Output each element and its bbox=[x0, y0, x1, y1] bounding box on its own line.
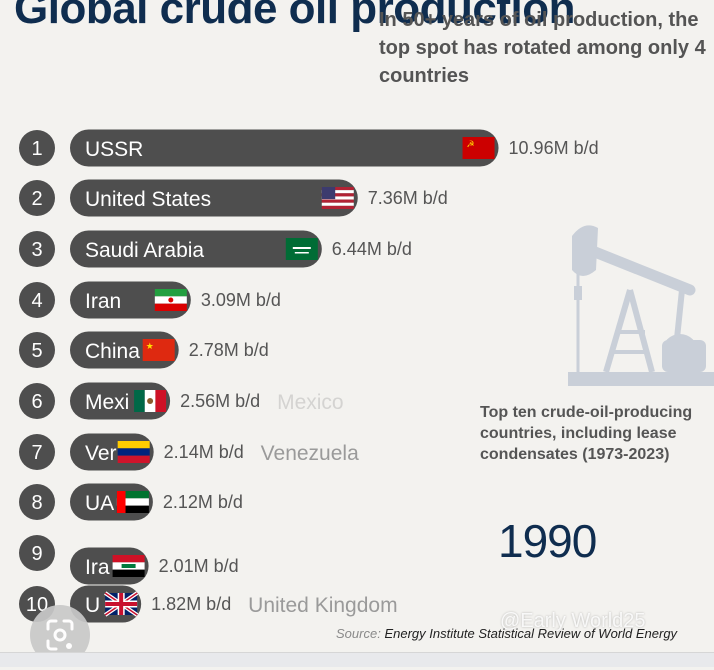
rank-number: 9 bbox=[31, 543, 42, 565]
value-label: 2.14M b/d bbox=[164, 442, 244, 462]
bar-label: United States bbox=[85, 188, 211, 211]
rank-number: 6 bbox=[31, 391, 42, 413]
rank-number: 4 bbox=[31, 290, 42, 312]
bar bbox=[70, 129, 499, 167]
rank-number: 1 bbox=[31, 138, 42, 160]
rank-badge bbox=[19, 484, 55, 520]
outside-label: Venezuela bbox=[261, 442, 359, 465]
value-label: 2.78M b/d bbox=[189, 340, 269, 360]
iraq-flag-icon bbox=[112, 555, 145, 577]
rank-badge bbox=[19, 535, 55, 571]
source-name: Energy Institute Statistical Review of W… bbox=[384, 626, 678, 641]
rank-badge bbox=[19, 434, 55, 470]
rank-number: 5 bbox=[31, 340, 42, 362]
bar-label: U bbox=[85, 594, 100, 617]
rank-number: 8 bbox=[31, 492, 42, 514]
saudi-arabia-flag-icon bbox=[285, 238, 318, 260]
watermark: @Early World25 bbox=[500, 610, 646, 632]
uk-flag-icon bbox=[104, 591, 139, 617]
camera-lens-icon bbox=[46, 619, 74, 651]
value-label: 1.82M b/d bbox=[151, 594, 231, 614]
value-label: 3.09M b/d bbox=[201, 290, 281, 310]
source-prefix: Source: bbox=[336, 626, 381, 641]
mexico-flag-icon bbox=[134, 390, 167, 412]
outside-label: United Kingdom bbox=[248, 594, 397, 617]
rank-badge bbox=[19, 180, 55, 216]
page-subtitle: In 50+ years of oil production, the top … bbox=[379, 9, 706, 87]
bar-row: 9 Ira 2.01M b/d bbox=[19, 535, 239, 585]
value-label: 2.12M b/d bbox=[163, 492, 243, 512]
rank-badge bbox=[19, 231, 55, 267]
bar-label: Saudi Arabia bbox=[85, 239, 204, 262]
bar-label: Iran bbox=[85, 290, 121, 313]
svg-text:★: ★ bbox=[146, 341, 154, 351]
source-note: Source: Energy Institute Statistical Rev… bbox=[336, 626, 677, 641]
usa-flag-icon bbox=[321, 187, 354, 209]
bar-row: 6 Mexi 2.56M b/d Mexico bbox=[19, 382, 344, 420]
rank-badge bbox=[19, 282, 55, 318]
bar bbox=[70, 230, 322, 268]
outside-label: Mexico bbox=[277, 391, 344, 414]
bar-label: UA bbox=[85, 492, 114, 515]
value-label: 2.01M b/d bbox=[159, 556, 239, 576]
bar-label: Ira bbox=[85, 556, 110, 579]
venezuela-flag-icon bbox=[117, 441, 150, 463]
iran-flag-icon bbox=[154, 289, 187, 311]
value-label: 7.36M b/d bbox=[368, 188, 448, 208]
bar-label: Ver bbox=[85, 442, 117, 465]
oil-pumpjack-icon bbox=[568, 225, 714, 386]
rank-badge bbox=[19, 332, 55, 368]
bar-row: 3 Saudi Arabia 6.44M b/d bbox=[19, 230, 412, 268]
bar-label: USSR bbox=[85, 138, 143, 161]
bar-row: 5 China ★ 2.78M b/d bbox=[19, 331, 269, 369]
bar-row: 8 UA 2.12M b/d bbox=[19, 483, 243, 521]
bar-row: 4 Iran 3.09M b/d bbox=[19, 281, 281, 319]
page-title: Global crude oil production bbox=[14, 0, 575, 33]
bar-row: 1 USSR ☭ 10.96M b/d bbox=[19, 129, 599, 167]
bottom-toolbar bbox=[0, 652, 714, 667]
uae-flag-icon bbox=[116, 491, 149, 513]
ussr-flag-icon: ☭ bbox=[462, 137, 495, 159]
bar bbox=[70, 179, 358, 217]
bar-label: China bbox=[85, 340, 140, 363]
year-label: 1990 bbox=[498, 515, 597, 567]
china-flag-icon: ★ bbox=[142, 339, 175, 361]
value-label: 10.96M b/d bbox=[509, 138, 599, 158]
rank-number: 2 bbox=[31, 188, 42, 210]
chart-caption: Top ten crude-oil-producing countries, i… bbox=[480, 404, 693, 463]
bar-row: 7 Ver 2.14M b/d Venezuela bbox=[19, 433, 359, 471]
value-label: 6.44M b/d bbox=[332, 239, 412, 259]
bar-row: 2 United States 7.36M b/d bbox=[19, 179, 448, 217]
svg-text:☭: ☭ bbox=[467, 139, 475, 149]
rank-badge bbox=[19, 130, 55, 166]
rank-badge bbox=[19, 383, 55, 419]
rank-number: 7 bbox=[31, 442, 42, 464]
value-label: 2.56M b/d bbox=[180, 391, 260, 411]
bar-label: Mexi bbox=[85, 391, 129, 414]
rank-number: 3 bbox=[31, 239, 42, 261]
